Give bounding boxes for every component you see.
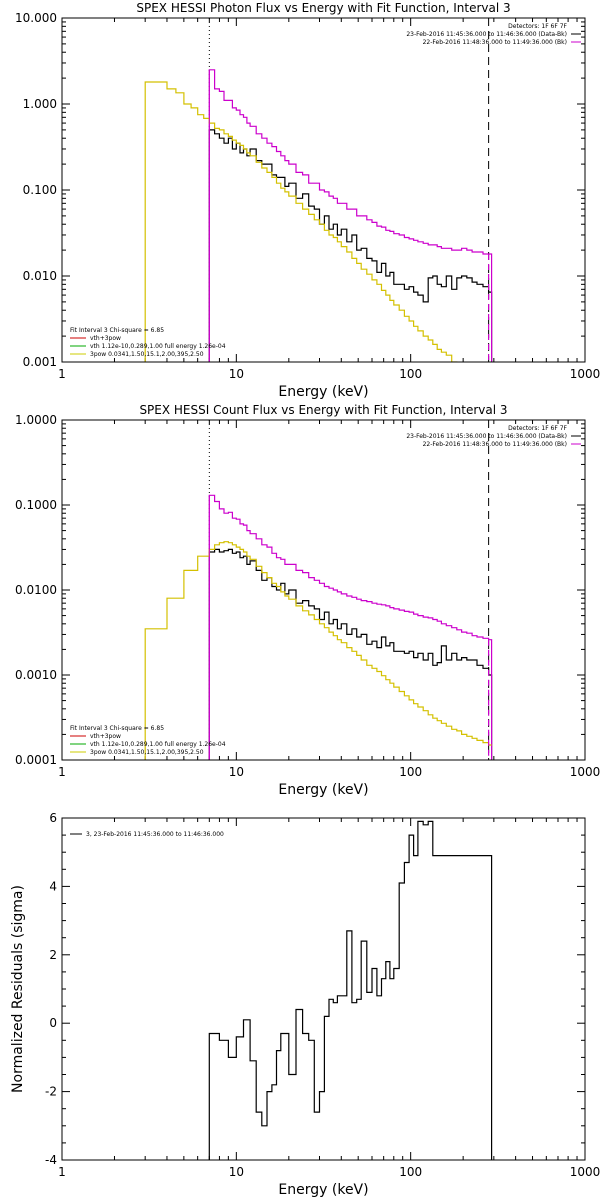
x-axis-label: Energy (keV) — [278, 384, 368, 400]
x-tick-label: 1000 — [570, 1165, 600, 1179]
x-tick-label: 100 — [399, 765, 422, 779]
x-tick-label: 1000 — [570, 765, 600, 779]
y-tick-label: 10.000 — [15, 11, 57, 25]
legend-title: Fit Interval 3 Chi-square = 6.85 — [70, 725, 164, 732]
legend-label: vth 1.12e-10,0.289,1.00 full energy 1.26… — [90, 343, 226, 350]
y-tick-label: 2 — [49, 948, 57, 962]
chart-title: SPEX HESSI Photon Flux vs Energy with Fi… — [136, 1, 510, 15]
series-3-23-feb-2016-11-45-36-000-to-11-46-36-000 — [208, 820, 493, 1160]
x-tick-label: 100 — [399, 1165, 422, 1179]
plot-frame — [61, 817, 586, 1161]
y-tick-label: 0.010 — [23, 269, 57, 283]
x-tick-label: 1 — [58, 765, 66, 779]
annotation-line: 23-Feb-2016 11:45:36.000 to 11:46:36.000… — [406, 31, 567, 38]
y-tick-label: 0.1000 — [15, 498, 57, 512]
chart-1: SPEX HESSI Photon Flux vs Energy with Fi… — [15, 1, 600, 400]
x-axis-label: Energy (keV) — [278, 782, 368, 798]
annotation-line: Detectors: 1F 6F 7F — [508, 425, 567, 432]
legend-label: 3pow 0.0341,1.50,15.1,2.00,395,2.50 — [90, 351, 204, 358]
legend-label: vth+3pow — [90, 733, 121, 740]
x-tick-label: 10 — [229, 1165, 244, 1179]
legend-label: vth+3pow — [90, 335, 121, 342]
x-tick-label: 1 — [58, 367, 66, 381]
y-tick-label: 0.001 — [23, 355, 57, 369]
y-axis-label: Normalized Residuals (sigma) — [10, 885, 26, 1093]
y-tick-label: 6 — [49, 811, 57, 825]
y-tick-label: 0.0100 — [15, 583, 57, 597]
y-tick-label: 1.0000 — [15, 413, 57, 427]
series-data-bk — [208, 548, 493, 760]
legend-label: 3, 23-Feb-2016 11:45:36.000 to 11:46:36.… — [86, 831, 224, 838]
series-3pow — [144, 541, 492, 760]
x-tick-label: 100 — [399, 367, 422, 381]
y-tick-label: 4 — [49, 879, 57, 893]
y-tick-label: 0 — [49, 1016, 57, 1030]
series-3pow — [144, 81, 458, 362]
chart-title: SPEX HESSI Count Flux vs Energy with Fit… — [139, 403, 507, 417]
y-tick-label: 0.100 — [23, 183, 57, 197]
plot-frame — [61, 17, 586, 363]
legend-title: Fit Interval 3 Chi-square = 6.85 — [70, 327, 164, 334]
annotation-line: 22-Feb-2016 11:48:36.000 to 11:49:36.000… — [423, 441, 567, 448]
series-bk — [208, 494, 493, 760]
annotation-line: 23-Feb-2016 11:45:36.000 to 11:46:36.000… — [406, 433, 567, 440]
y-tick-label: 0.0010 — [15, 668, 57, 682]
x-axis-label: Energy (keV) — [278, 1182, 368, 1198]
series-bk — [208, 69, 493, 362]
x-tick-label: 1 — [58, 1165, 66, 1179]
x-tick-label: 10 — [229, 367, 244, 381]
annotation-line: Detectors: 1F 6F 7F — [508, 23, 567, 30]
series-data-bk — [208, 129, 493, 362]
y-tick-label: 1.000 — [23, 97, 57, 111]
legend-label: vth 1.12e-10,0.289,1.00 full energy 1.26… — [90, 741, 226, 748]
annotation-line: 22-Feb-2016 11:48:36.000 to 11:49:36.000… — [423, 39, 567, 46]
legend-label: 3pow 0.0341,1.50,15.1,2.00,395,2.50 — [90, 749, 204, 756]
y-tick-label: -2 — [45, 1085, 57, 1099]
y-tick-label: 0.0001 — [15, 753, 57, 767]
chart-2: SPEX HESSI Count Flux vs Energy with Fit… — [15, 403, 600, 798]
y-tick-label: -4 — [45, 1153, 57, 1167]
x-tick-label: 10 — [229, 765, 244, 779]
x-tick-label: 1000 — [570, 367, 600, 381]
chart-3: 1 10 100 1000 -4 -2 0 2 4 6 Energy (keV) Normalized… — [10, 811, 600, 1198]
plot-frame — [61, 419, 586, 761]
